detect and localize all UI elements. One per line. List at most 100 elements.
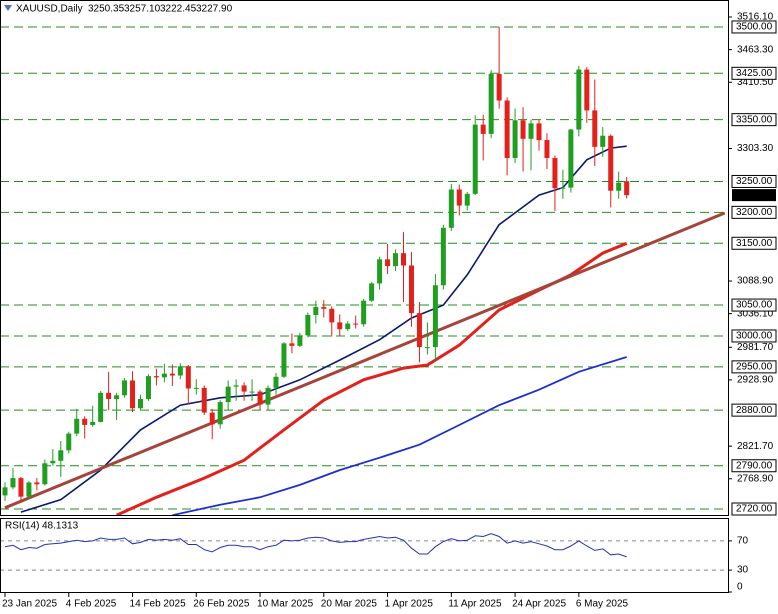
- level-label: 3150.00: [736, 238, 773, 249]
- level-label: 3500.00: [736, 22, 773, 33]
- y-tick-label: 2821.70: [737, 441, 774, 452]
- candle-body: [512, 120, 518, 158]
- candle-body: [2, 487, 8, 496]
- candle-body: [424, 347, 430, 349]
- main-panel: [0, 0, 729, 516]
- candle-body: [536, 123, 542, 141]
- level-label-box: [731, 329, 777, 343]
- x-tick-label: 10 Mar 2025: [257, 599, 314, 610]
- x-tick-label: 4 Feb 2025: [66, 599, 117, 610]
- x-tick-label: 11 Apr 2025: [448, 599, 502, 610]
- candle-body: [480, 124, 486, 134]
- candle-body: [66, 433, 72, 451]
- level-label-box: [731, 20, 777, 34]
- candle-body: [544, 140, 550, 158]
- moving-average: [172, 356, 627, 515]
- candle-body: [209, 412, 215, 425]
- candle-body: [616, 182, 622, 191]
- level-label: 2720.00: [736, 504, 773, 515]
- candle-body: [201, 387, 207, 413]
- candle-body: [361, 300, 367, 325]
- candle-body: [313, 306, 319, 315]
- candle-body: [337, 322, 343, 330]
- candle-body: [385, 259, 391, 267]
- candle-body: [90, 421, 96, 425]
- candle-body: [177, 366, 183, 376]
- level-label-box: [731, 205, 777, 219]
- x-tick-label: 14 Feb 2025: [130, 599, 187, 610]
- candle-body: [456, 189, 462, 206]
- candle-body: [161, 373, 167, 378]
- candle-body: [58, 450, 64, 461]
- chart-title: XAUUSD,Daily: [16, 4, 83, 15]
- candle-body: [233, 385, 239, 387]
- level-label-box: [731, 236, 777, 250]
- candle-body: [297, 335, 303, 346]
- rsi-tick-label: 30: [737, 565, 749, 576]
- y-tick-label: 3516.10: [737, 12, 774, 23]
- candle-body: [377, 259, 383, 284]
- candle-body: [472, 124, 478, 194]
- x-tick-label: 23 Jan 2025: [2, 599, 57, 610]
- level-label: 2950.00: [736, 362, 773, 373]
- candle-body: [560, 187, 566, 189]
- candle-body: [464, 193, 470, 206]
- candle-body: [257, 391, 263, 405]
- rsi-value: 48.1313: [42, 521, 79, 532]
- candle-body: [504, 100, 510, 158]
- candle-body: [10, 478, 16, 488]
- candle-body: [448, 189, 454, 228]
- candle-body: [440, 227, 446, 286]
- candle-body: [273, 376, 279, 388]
- x-tick-label: 26 Feb 2025: [193, 599, 250, 610]
- y-tick-label: 3088.90: [737, 276, 774, 287]
- level-label-box: [731, 360, 777, 374]
- level-label: 3425.00: [736, 68, 773, 79]
- candle-body: [401, 253, 406, 266]
- last-price-box: [732, 189, 776, 202]
- candle-body: [98, 392, 104, 422]
- candle-body: [106, 392, 112, 399]
- candle-body: [600, 135, 606, 147]
- candle-body: [568, 129, 574, 188]
- candle-body: [353, 323, 359, 325]
- candle-body: [552, 157, 558, 189]
- level-label-box: [731, 174, 777, 188]
- candle-body: [34, 482, 40, 485]
- candle-body: [217, 402, 223, 425]
- candle-body: [137, 398, 143, 409]
- level-label: 3250.00: [736, 176, 773, 187]
- candle-body: [345, 323, 351, 330]
- header-close: 3227.90: [196, 4, 233, 15]
- candle-body: [74, 418, 80, 434]
- candle-body: [608, 135, 614, 191]
- candle-body: [249, 391, 255, 393]
- candle-body: [130, 380, 136, 409]
- candle-body: [584, 69, 590, 111]
- candle-body: [50, 460, 56, 464]
- y-tick-label: 3463.30: [737, 44, 774, 55]
- level-label: 2790.00: [736, 460, 773, 471]
- level-label-box: [731, 113, 777, 127]
- candle-body: [496, 73, 502, 101]
- level-label-box: [731, 298, 777, 312]
- x-tick-label: 6 May 2025: [576, 599, 629, 610]
- y-tick-label: 2928.90: [737, 375, 774, 386]
- candle-body: [18, 478, 24, 497]
- candle-body: [432, 285, 438, 348]
- level-label-box: [731, 502, 777, 516]
- candle-body: [169, 373, 175, 376]
- symbol-icon: [4, 5, 12, 11]
- level-label: 3200.00: [736, 207, 773, 218]
- x-tick-label: 1 Apr 2025: [385, 599, 434, 610]
- y-tick-label: 3410.50: [737, 77, 774, 88]
- candle-body: [321, 306, 327, 309]
- candle-body: [153, 376, 159, 378]
- candle-body: [576, 69, 582, 130]
- level-label-box: [731, 403, 777, 417]
- candle-body: [416, 313, 422, 348]
- candle-body: [408, 265, 414, 314]
- candle-body: [488, 73, 494, 134]
